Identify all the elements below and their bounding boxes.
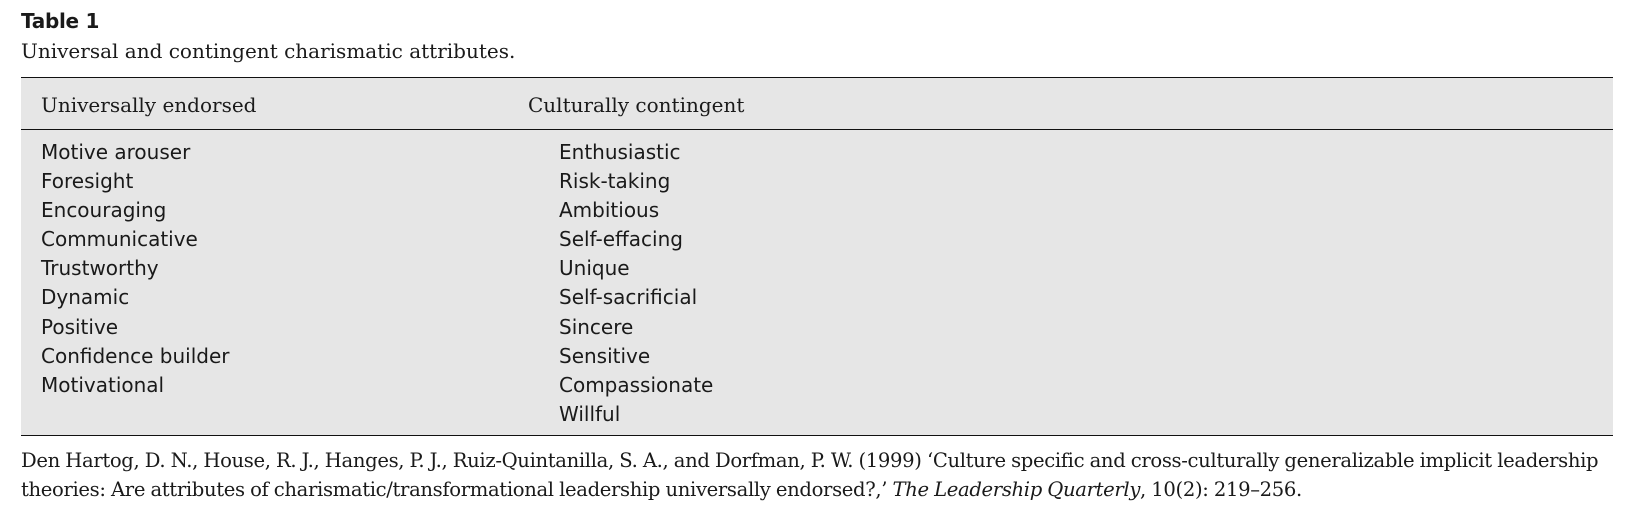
citation-text: theories: Are attributes of charismatic/… — [21, 478, 893, 501]
table-cell: Communicative — [41, 227, 198, 252]
citation-pages: , 10(2): 219–256. — [1140, 478, 1302, 501]
table-cell: Compassionate — [559, 372, 714, 397]
table-cell: Trustworthy — [41, 256, 159, 281]
table-caption: Universal and contingent charismatic att… — [21, 39, 516, 63]
table-cell: Ambitious — [559, 198, 660, 223]
column-header-universal: Universally endorsed — [41, 93, 257, 117]
table-cell: Self-effacing — [559, 227, 683, 252]
universal-attributes-list: Motive arouser Foresight Encouraging Com… — [41, 138, 230, 400]
table-cell: Encouraging — [41, 198, 167, 223]
table-cell: Self-sacrificial — [559, 285, 698, 310]
contingent-attributes-list: Enthusiastic Risk-taking Ambitious Self-… — [559, 138, 713, 429]
table-label: Table 1 — [21, 9, 100, 33]
source-citation: Den Hartog, D. N., House, R. J., Hanges,… — [21, 446, 1621, 504]
table-cell: Positive — [41, 314, 119, 339]
citation-line-2: theories: Are attributes of charismatic/… — [21, 475, 1621, 504]
table-cell: Motivational — [41, 372, 165, 397]
citation-line-1: Den Hartog, D. N., House, R. J., Hanges,… — [21, 449, 1599, 472]
table-cell: Confidence builder — [41, 343, 230, 368]
table-cell: Enthusiastic — [559, 140, 681, 164]
attributes-table: Universally endorsed Culturally continge… — [21, 77, 1613, 436]
header-rule — [21, 129, 1613, 130]
table-cell: Sensitive — [559, 343, 651, 368]
table-cell: Foresight — [41, 169, 134, 194]
table-cell: Sincere — [559, 314, 634, 339]
table-cell: Dynamic — [41, 285, 130, 310]
table-cell: Risk-taking — [559, 169, 671, 194]
table-cell: Unique — [559, 256, 630, 281]
table-cell: Motive arouser — [41, 140, 191, 164]
column-header-contingent: Culturally contingent — [528, 93, 745, 117]
table-cell: Willful — [559, 401, 621, 426]
journal-title: The Leadership Quarterly — [892, 478, 1141, 501]
